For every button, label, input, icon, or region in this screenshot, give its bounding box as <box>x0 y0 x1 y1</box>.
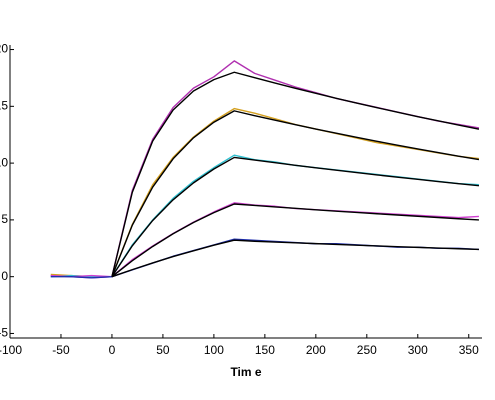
sensorgram-line <box>111 71 480 277</box>
y-tick-label: 15 <box>0 98 8 112</box>
x-tick-label: 250 <box>357 343 377 357</box>
y-tick-label: 20 <box>0 42 8 56</box>
x-tick-label: 150 <box>255 343 275 357</box>
x-tick-label: 0 <box>109 343 116 357</box>
y-tick-label: 5 <box>1 212 8 226</box>
y-tick-label: -5 <box>0 326 8 340</box>
y-tick-label: 0 <box>1 269 8 283</box>
sensorgram-line <box>50 60 480 279</box>
sensorgram-line <box>111 239 479 278</box>
x-tick-label: 50 <box>156 343 170 357</box>
sensorgram-line <box>111 110 480 277</box>
x-tick-label: 100 <box>204 343 224 357</box>
x-tick-label: 300 <box>408 343 428 357</box>
x-tick-label: -50 <box>52 343 70 357</box>
x-tick-label: 200 <box>306 343 326 357</box>
sensorgram-line <box>111 156 480 278</box>
x-tick-label: 350 <box>459 343 479 357</box>
y-tick-label: 10 <box>0 155 8 169</box>
sensorgram-line <box>50 107 480 278</box>
sensorgram-line <box>111 203 479 278</box>
x-tick-label: -100 <box>0 343 22 357</box>
x-axis-label: Tim e <box>230 365 261 379</box>
